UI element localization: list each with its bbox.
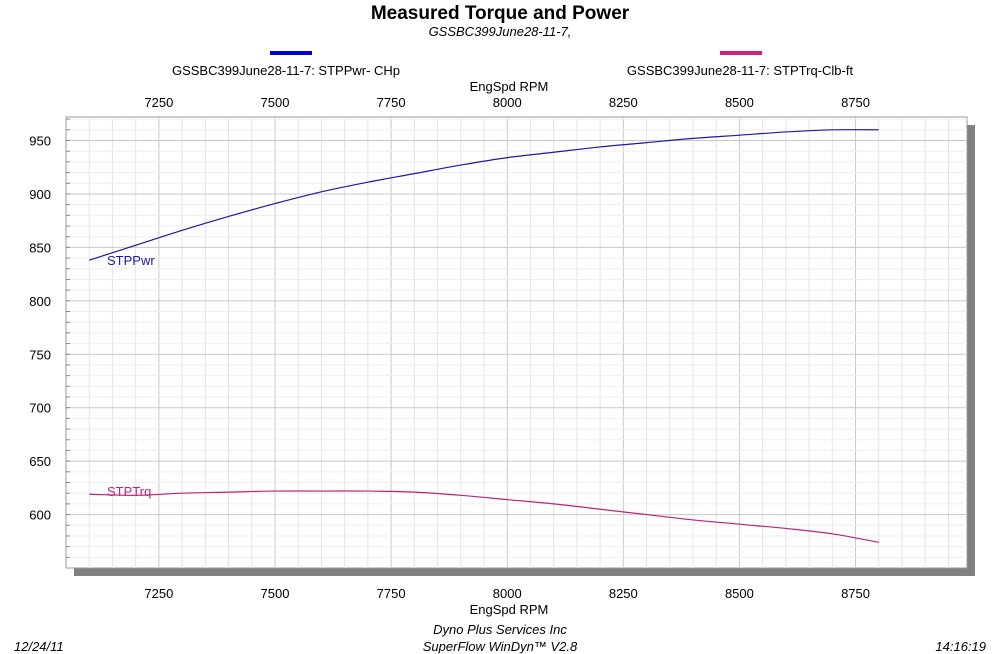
series-line-power	[89, 129, 879, 261]
y-tick-label: 600	[29, 508, 51, 523]
x-axis-title-top: EngSpd RPM	[470, 79, 549, 94]
footer-software: SuperFlow WinDyn™ V2.8	[423, 639, 578, 654]
x-tick-label-top: 7500	[261, 95, 290, 110]
x-tick-label: 8500	[725, 586, 754, 601]
chart-title: Measured Torque and Power	[371, 3, 630, 24]
x-tick-label: 8250	[609, 586, 638, 601]
y-tick-label: 650	[29, 454, 51, 469]
y-tick-label: 700	[29, 401, 51, 416]
y-tick-label: 750	[29, 347, 51, 362]
x-tick-label-top: 7250	[144, 95, 173, 110]
x-tick-label: 8000	[493, 586, 522, 601]
y-tick-label: 950	[29, 134, 51, 149]
series-lines	[89, 129, 879, 543]
tick-labels: 7250 7250 7500 7500 7750 7750 8000 8000 8250 8250…	[29, 95, 870, 601]
legend-label-power: GSSBC399June28-11-7: STPPwr- CHp	[172, 63, 400, 78]
x-tick-label-top: 8500	[725, 95, 754, 110]
x-tick-label: 7250	[144, 586, 173, 601]
footer-company: Dyno Plus Services Inc	[433, 622, 567, 637]
footer-date: 12/24/11	[14, 639, 64, 654]
series-line-torque	[89, 490, 879, 543]
chart-subtitle: GSSBC399June28-11-7,	[429, 24, 572, 39]
x-axis-title: EngSpd RPM	[470, 602, 549, 617]
y-tick-label: 800	[29, 294, 51, 309]
x-tick-label-top: 8000	[493, 95, 522, 110]
x-tick-label: 7500	[261, 586, 290, 601]
footer-time: 14:16:19	[935, 639, 986, 654]
series-label-power: STPPwr	[107, 253, 155, 268]
x-tick-label-top: 8250	[609, 95, 638, 110]
gridlines	[66, 117, 967, 568]
x-tick-label: 8750	[841, 586, 870, 601]
x-tick-label-top: 8750	[841, 95, 870, 110]
y-tick-label: 850	[29, 240, 51, 255]
series-label-torque: STPTrq	[107, 484, 151, 499]
legend-label-torque: GSSBC399June28-11-7: STPTrq-Clb-ft	[627, 63, 854, 78]
x-tick-label: 7750	[377, 586, 406, 601]
x-tick-label-top: 7750	[377, 95, 406, 110]
y-tick-label: 900	[29, 187, 51, 202]
